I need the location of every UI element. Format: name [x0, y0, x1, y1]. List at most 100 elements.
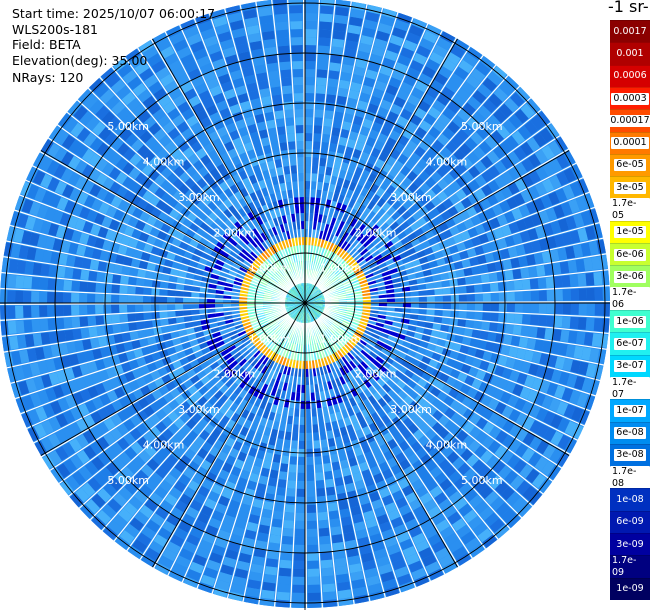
- ray-cell: [338, 358, 346, 367]
- ray-cell: [325, 347, 332, 356]
- ray-cell: [99, 393, 111, 406]
- ray-cell: [317, 263, 322, 272]
- ray-cell: [273, 262, 280, 271]
- ray-cell: [485, 385, 497, 397]
- ray-cell: [520, 325, 530, 337]
- ray-cell: [405, 553, 420, 566]
- ray-cell: [442, 160, 454, 172]
- ray-cell: [386, 307, 395, 312]
- ray-cell: [341, 346, 350, 354]
- ray-cell: [432, 100, 446, 113]
- ray-cell: [189, 359, 200, 368]
- ray-cell: [365, 415, 374, 426]
- ray-cell: [279, 559, 292, 569]
- ray-cell: [387, 410, 397, 421]
- ray-cell: [129, 475, 144, 489]
- ray-cell: [437, 133, 450, 146]
- ray-cell: [275, 284, 284, 290]
- ray-cell: [430, 466, 443, 479]
- ray-cell: [352, 148, 362, 159]
- ray-cell: [554, 136, 568, 152]
- ray-cell: [525, 468, 540, 484]
- ray-gap: [324, 222, 600, 299]
- ray-cell: [411, 479, 424, 491]
- ray-cell: [298, 173, 304, 182]
- ray-cell: [210, 375, 221, 385]
- ray-cell: [380, 125, 392, 137]
- ray-cell: [469, 338, 480, 348]
- ray-cell: [477, 211, 489, 223]
- ray-cell: [129, 153, 142, 166]
- ray-cell: [175, 366, 186, 376]
- ray-cell: [316, 488, 326, 497]
- ray-cell: [461, 336, 472, 346]
- ray-cell: [223, 307, 232, 312]
- ray-cell: [201, 28, 216, 40]
- ray-cell: [167, 197, 179, 208]
- ray-cell: [376, 480, 388, 491]
- ray-cell: [411, 567, 427, 581]
- ray-cell: [351, 282, 360, 288]
- ray-cell: [560, 330, 570, 343]
- ray-cell: [484, 252, 495, 263]
- ray-cell: [344, 354, 352, 363]
- ray-cell: [330, 274, 338, 282]
- ray-cell: [374, 228, 384, 237]
- ray-cell: [95, 283, 104, 293]
- ray-cell: [322, 583, 336, 593]
- ray-cell: [327, 225, 334, 234]
- ray-cell: [426, 343, 437, 352]
- ray-cell: [297, 286, 302, 294]
- ray-cell: [15, 305, 24, 319]
- ray-cell: [538, 290, 547, 301]
- ray-cell: [258, 332, 267, 340]
- ray-cell: [56, 266, 66, 278]
- ray-cell: [270, 428, 278, 438]
- ray-cell: [215, 340, 225, 348]
- ray-gap: [323, 206, 595, 298]
- ray-cell: [140, 252, 151, 262]
- ray-cell: [369, 351, 378, 359]
- ray-cell: [181, 128, 194, 140]
- ray-cell: [279, 224, 286, 233]
- ray-cell: [68, 139, 82, 154]
- ray-cell: [276, 405, 283, 415]
- ray-cell: [563, 150, 576, 166]
- ray-cell: [342, 232, 349, 241]
- ray-cell: [305, 109, 314, 118]
- ray-cell: [274, 159, 283, 168]
- ray-cell: [180, 81, 194, 94]
- ray-cell: [129, 54, 145, 69]
- ray-cell: [295, 512, 305, 521]
- ray-cell: [354, 253, 363, 261]
- ray-cell: [305, 101, 314, 110]
- ray-cell: [243, 339, 252, 347]
- ray-cell: [190, 40, 205, 53]
- ray-cell: [123, 432, 136, 446]
- ray-cell: [247, 579, 261, 590]
- ray-cell: [292, 61, 303, 70]
- ray-cell: [27, 409, 41, 425]
- ray-cell: [407, 273, 417, 280]
- ray-cell: [175, 290, 184, 297]
- ray-cell: [417, 234, 428, 243]
- ray-cell: [145, 270, 155, 279]
- ray-cell: [469, 426, 482, 439]
- ray-cell: [326, 94, 336, 104]
- ray-cell: [325, 269, 332, 277]
- ray-cell: [365, 69, 378, 80]
- ray-cell: [458, 303, 467, 310]
- ray-cell: [534, 456, 549, 472]
- ray-cell: [306, 312, 308, 321]
- ray-cell: [553, 276, 563, 288]
- ray-cell: [301, 368, 305, 377]
- ray-cell: [293, 289, 299, 296]
- ray-cell: [295, 300, 304, 303]
- ray-cell: [325, 281, 333, 288]
- ray-cell: [159, 304, 168, 311]
- ray-cell: [274, 110, 284, 120]
- ray-cell: [483, 372, 494, 384]
- ray-cell: [165, 381, 176, 392]
- ray-cell: [315, 101, 325, 110]
- ray-cell: [357, 352, 366, 361]
